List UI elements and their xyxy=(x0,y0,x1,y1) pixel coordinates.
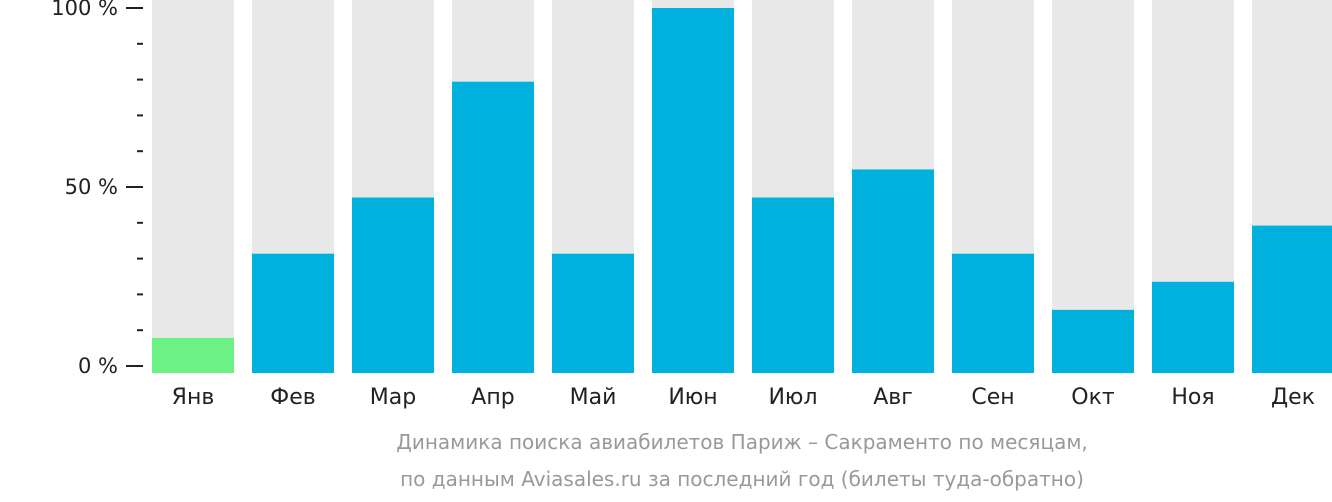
bar-2 xyxy=(352,197,434,373)
bar-11 xyxy=(1252,225,1332,373)
bar-1 xyxy=(252,253,334,373)
x-tick-label: Фев xyxy=(270,385,315,410)
y-tick-label: 100 % xyxy=(51,0,118,20)
chart-caption-line-1: Динамика поиска авиабилетов Париж – Сакр… xyxy=(396,430,1088,454)
bar-0 xyxy=(152,337,234,373)
bar-10 xyxy=(1152,281,1234,373)
x-tick-label: Сен xyxy=(971,385,1014,410)
x-tick-label: Ноя xyxy=(1171,385,1214,410)
x-tick-label: Окт xyxy=(1071,385,1115,410)
x-tick-label: Июн xyxy=(668,385,717,410)
bar-background xyxy=(152,0,234,373)
bar-8 xyxy=(952,253,1034,373)
x-tick-label: Янв xyxy=(172,385,215,410)
y-tick-label: 0 % xyxy=(78,354,118,378)
x-tick-label: Апр xyxy=(471,385,514,410)
bar-4 xyxy=(552,253,634,373)
x-tick-label: Дек xyxy=(1271,385,1315,410)
bar-6 xyxy=(752,197,834,373)
x-tick-label: Мар xyxy=(370,385,416,410)
bar-7 xyxy=(852,169,934,373)
x-tick-label: Июл xyxy=(768,385,817,410)
x-tick-label: Авг xyxy=(873,385,913,410)
bar-9 xyxy=(1052,309,1134,373)
bar-5 xyxy=(652,8,734,373)
bar-3 xyxy=(452,81,534,374)
x-tick-label: Май xyxy=(570,385,617,410)
y-tick-label: 50 % xyxy=(65,175,118,199)
chart-caption-line-2: по данным Aviasales.ru за последний год … xyxy=(400,467,1084,491)
bar-chart-svg: 0 % 50 % 100 % Янв Фев Мар Апр Май Июн Июл Авг Сен О… xyxy=(51,0,1332,410)
